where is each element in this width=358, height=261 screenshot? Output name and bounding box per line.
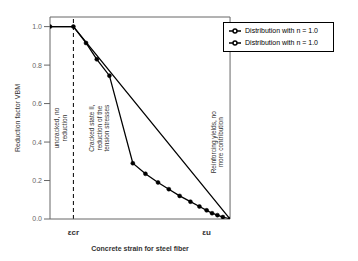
- svg-text:0.8: 0.8: [32, 62, 42, 69]
- svg-text:εu: εu: [202, 228, 211, 237]
- svg-text:Concrete strain for steel fibe: Concrete strain for steel fiber: [91, 245, 189, 252]
- html-text:Distribution with n = 1.0: Distribution with n = 1.0: [245, 26, 318, 34]
- svg-text:Reduction factor VBM: Reduction factor VBM: [14, 84, 21, 152]
- svg-text:0.6: 0.6: [32, 100, 42, 107]
- svg-text:0.2: 0.2: [32, 177, 42, 184]
- svg-text:1.0: 1.0: [32, 23, 42, 30]
- svg-text:0.4: 0.4: [32, 139, 42, 146]
- svg-text:Cracked state II,reduction of: Cracked state II,reduction of thetension…: [88, 104, 110, 152]
- svg-text:0.0: 0.0: [32, 215, 42, 222]
- html-text:Distribution with n = 1.0: Distribution with n = 1.0: [245, 38, 318, 46]
- svg-text:εcr: εcr: [68, 228, 79, 237]
- svg-text:uncracked, noreduction: uncracked, noreduction: [53, 107, 68, 148]
- svg-text:Reinforcing yields, nomore con: Reinforcing yields, nomore contribution: [210, 111, 225, 174]
